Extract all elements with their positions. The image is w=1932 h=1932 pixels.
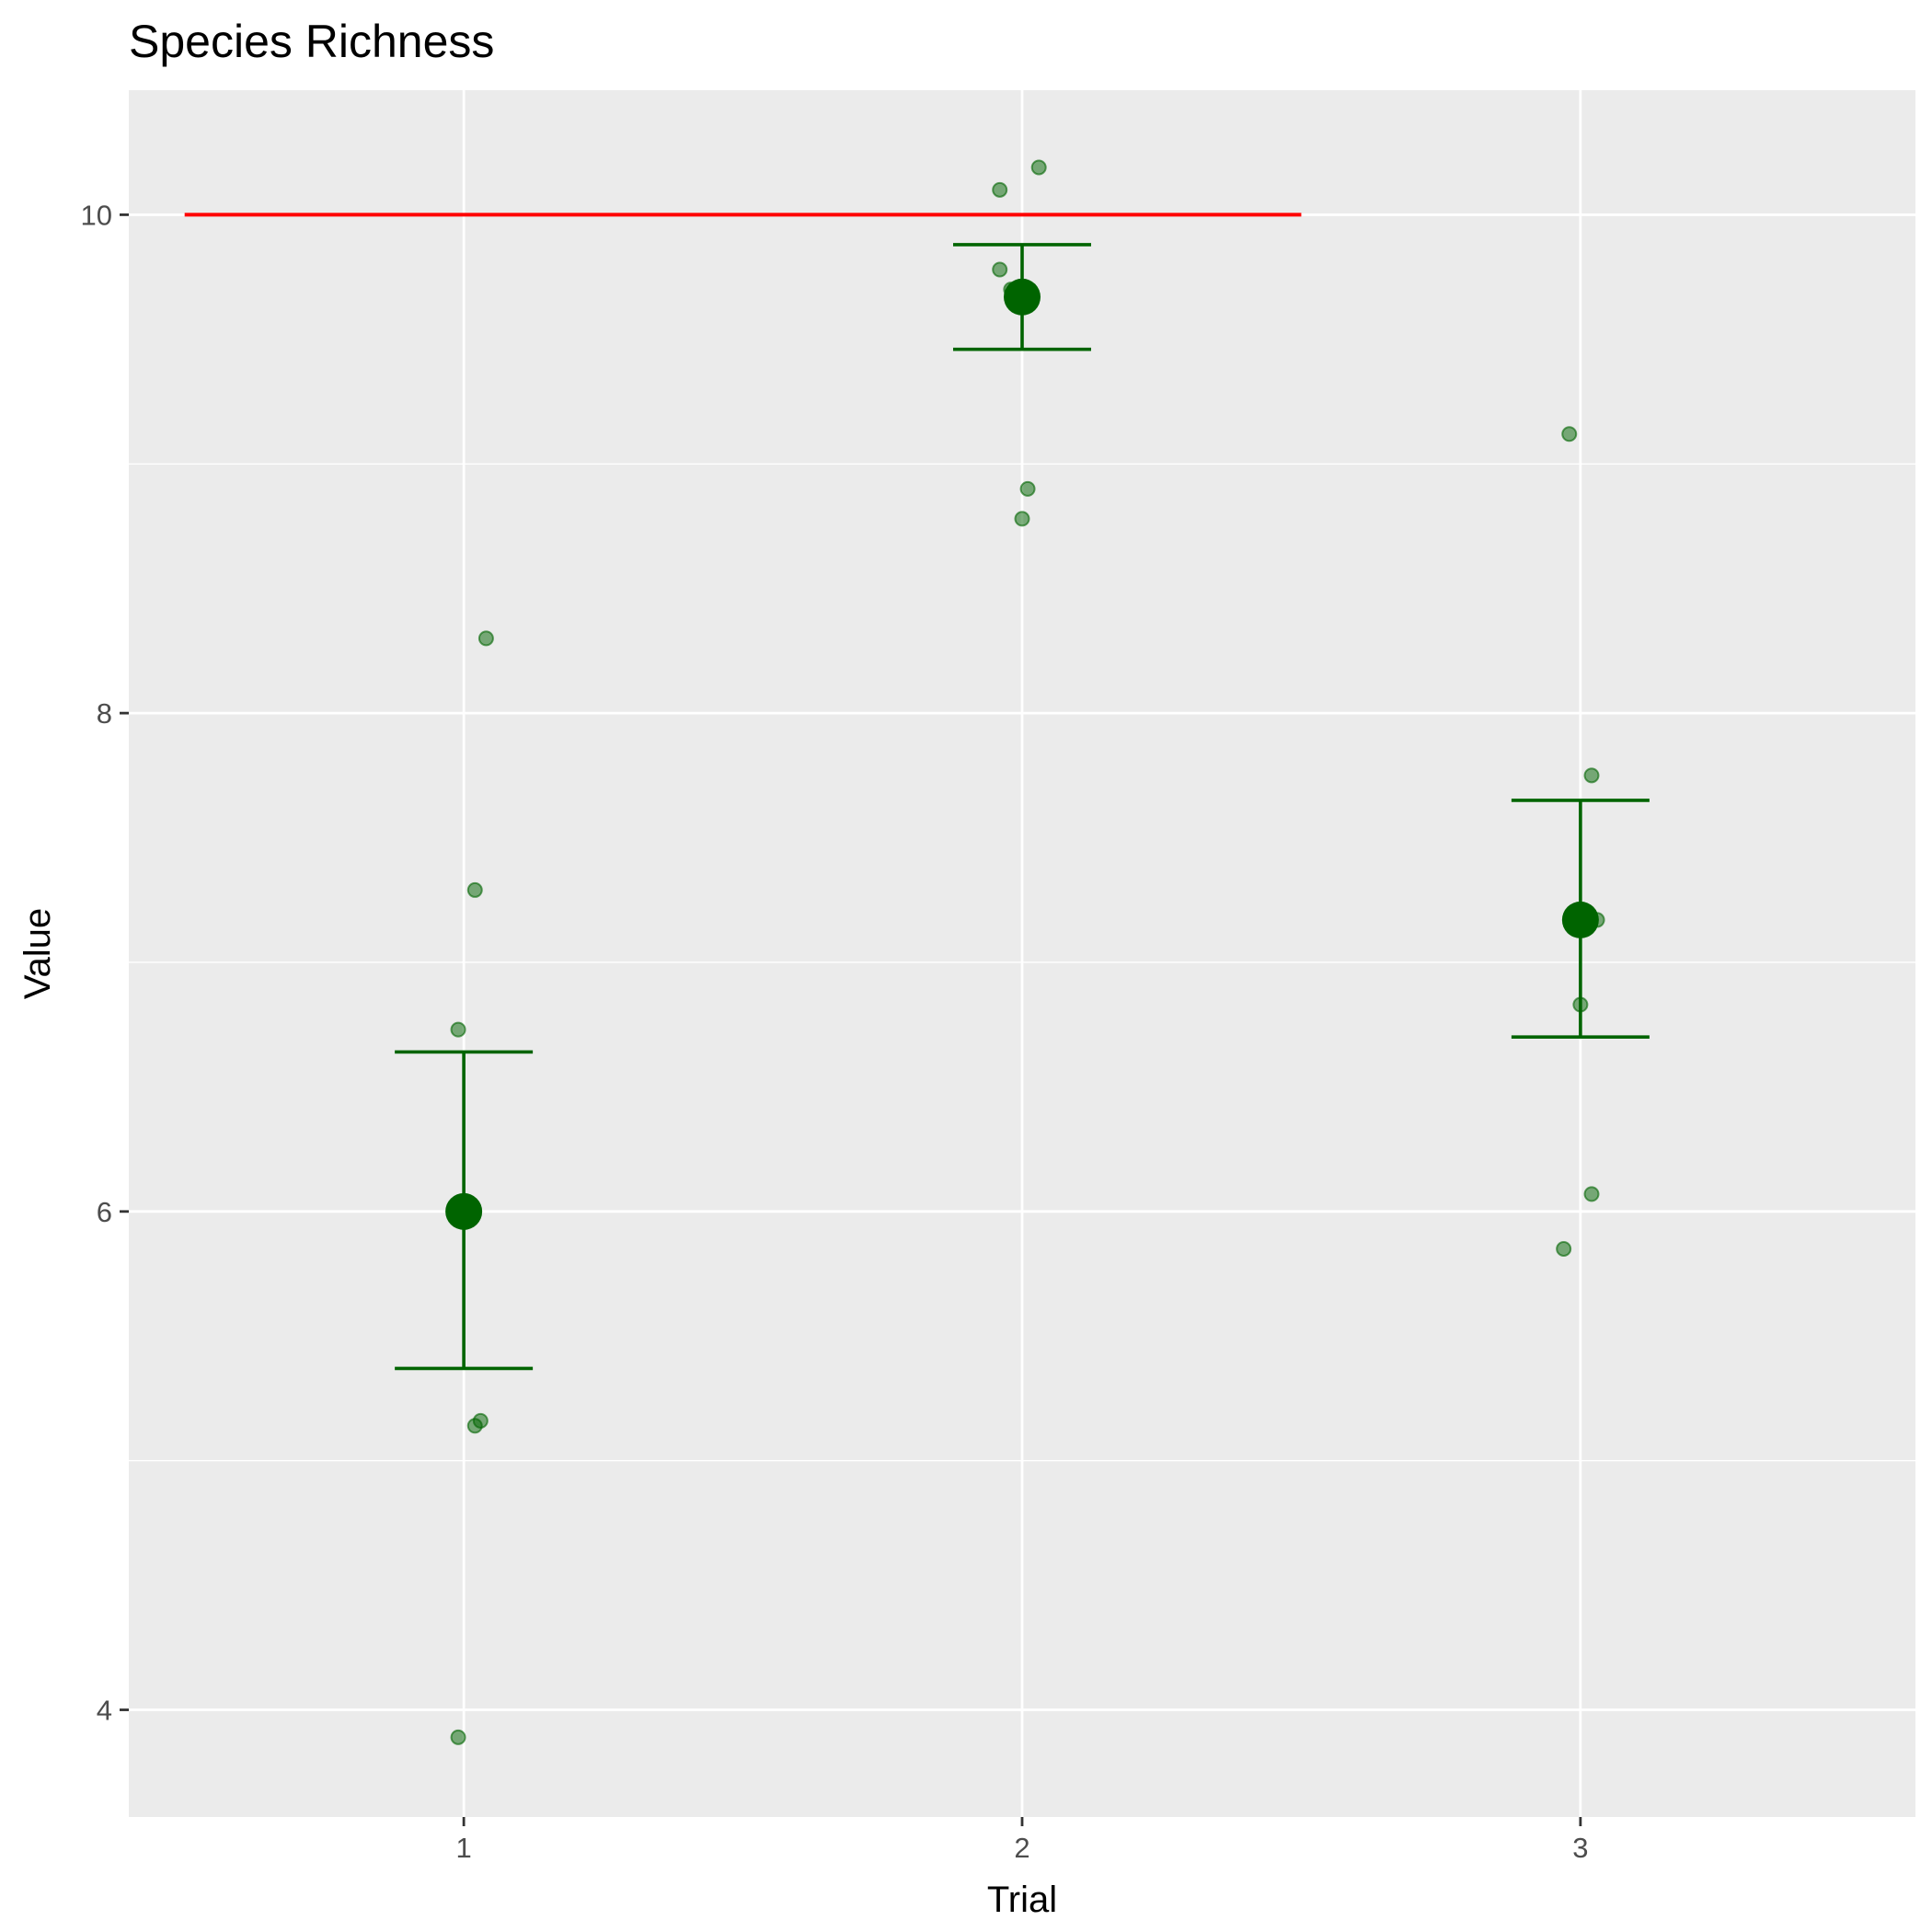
y-axis-title: Value: [17, 908, 58, 999]
jitter-points: [450, 159, 1605, 1745]
data-point: [992, 181, 1008, 198]
x-tick-label: 3: [1572, 1832, 1588, 1864]
x-axis: 1 2 3: [456, 1817, 1589, 1864]
y-tick-label: 8: [97, 697, 112, 730]
data-point: [1556, 1240, 1572, 1257]
data-point: [1014, 511, 1030, 527]
y-axis: 4 6 8 10: [81, 199, 129, 1727]
data-point: [1583, 1186, 1600, 1202]
data-point: [1561, 426, 1578, 443]
data-point: [992, 261, 1008, 278]
mean-point: [445, 1192, 483, 1230]
data-point: [466, 1418, 483, 1434]
data-point: [466, 881, 483, 898]
data-point: [450, 1729, 466, 1745]
data-point: [450, 1021, 466, 1038]
mean-point: [1561, 901, 1599, 938]
mean-error-bars: [395, 243, 1650, 1371]
data-point: [1030, 159, 1047, 176]
y-tick-label: 10: [81, 199, 112, 231]
mean-point: [1004, 278, 1041, 316]
data-point: [1019, 480, 1036, 497]
y-tick-label: 6: [97, 1196, 112, 1228]
y-tick-label: 4: [97, 1695, 112, 1727]
data-point: [1583, 767, 1600, 784]
x-tick-label: 2: [1014, 1832, 1029, 1864]
x-tick-label: 1: [456, 1832, 472, 1864]
data-point: [477, 630, 494, 647]
chart-title: Species Richness: [129, 16, 494, 67]
x-axis-title: Trial: [987, 1880, 1057, 1920]
